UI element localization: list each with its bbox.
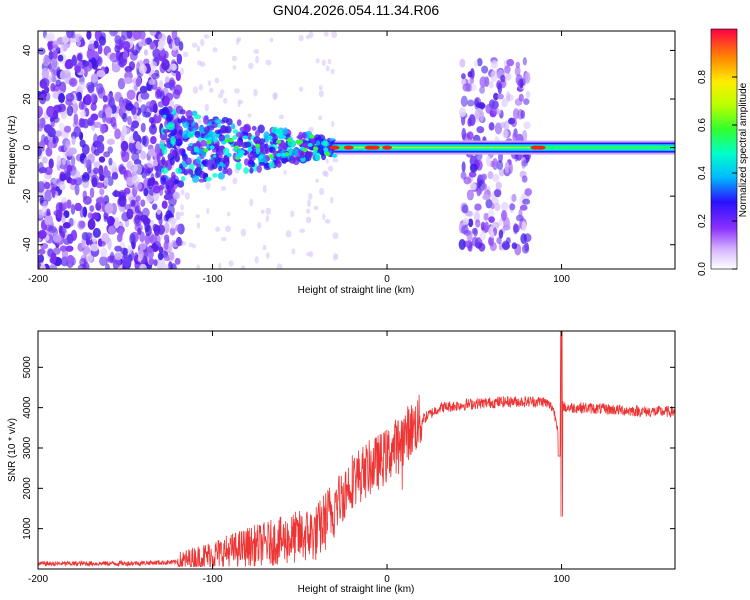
spectrogram-y-tick-label: -40 (22, 237, 33, 252)
spectrogram-x-tick-label: 0 (384, 274, 390, 285)
snr-y-axis-label: SNR (10 * v/v) (7, 418, 18, 482)
snr-frame (37, 330, 676, 570)
snr-ticks: -200 -100 0 100 1000 2000 3000 4000 5000 (22, 331, 675, 585)
snr-y-tick-label: 5000 (22, 356, 33, 379)
colorbar-tick-label: 0.6 (697, 118, 708, 132)
snr-x-axis-label: Height of straight line (km) (298, 584, 415, 595)
spectrogram-y-tick-label: 20 (22, 93, 33, 105)
colorbar-ticks: 0.0 0.2 0.4 0.6 0.8 (697, 70, 737, 276)
snr-x-tick-label: 100 (553, 574, 570, 585)
colorbar-gradient (710, 28, 738, 270)
snr-series-line (38, 331, 675, 568)
colorbar: 0.0 0.2 0.4 0.6 0.8 Normalized spectral ampl… (697, 28, 749, 276)
spectrogram-y-axis-label: Frequency (Hz) (7, 116, 18, 185)
colorbar-tick-label: 0.8 (697, 70, 708, 84)
spectrogram-y-tick-label: 40 (22, 44, 33, 56)
spectrogram-heatmap (38, 31, 675, 269)
spectrogram-x-axis-label: Height of straight line (km) (298, 285, 415, 296)
colorbar-tick-label: 0.4 (697, 166, 708, 180)
snr-x-tick-label: 0 (384, 574, 390, 585)
spectrogram-x-tick-label: -100 (203, 274, 223, 285)
snr-plot-area (38, 331, 675, 569)
snr-y-tick-label: 4000 (22, 396, 33, 419)
figure-title: GN04.2026.054.11.34.R06 (273, 2, 440, 18)
spectrogram-x-tick-label: 100 (553, 274, 570, 285)
spectrogram-x-tick-label: -200 (28, 274, 48, 285)
spectrogram-y-tick-label: -20 (22, 188, 33, 203)
colorbar-tick-label: 0.2 (697, 214, 708, 228)
snr-x-tick-label: -100 (203, 574, 223, 585)
snr-y-tick-label: 2000 (22, 477, 33, 500)
colorbar-label: Normalized spectral amplitude (738, 82, 749, 217)
spectrogram-y-tick-label: 0 (22, 144, 33, 150)
snr-x-tick-label: -200 (28, 574, 48, 585)
spectrogram-frame (37, 30, 676, 270)
colorbar-tick-label: 0.0 (697, 262, 708, 276)
snr-y-tick-label: 1000 (22, 517, 33, 540)
snr-panel: -200 -100 0 100 1000 2000 3000 4000 5000 Height … (7, 330, 676, 595)
snr-y-tick-label: 3000 (22, 436, 33, 459)
